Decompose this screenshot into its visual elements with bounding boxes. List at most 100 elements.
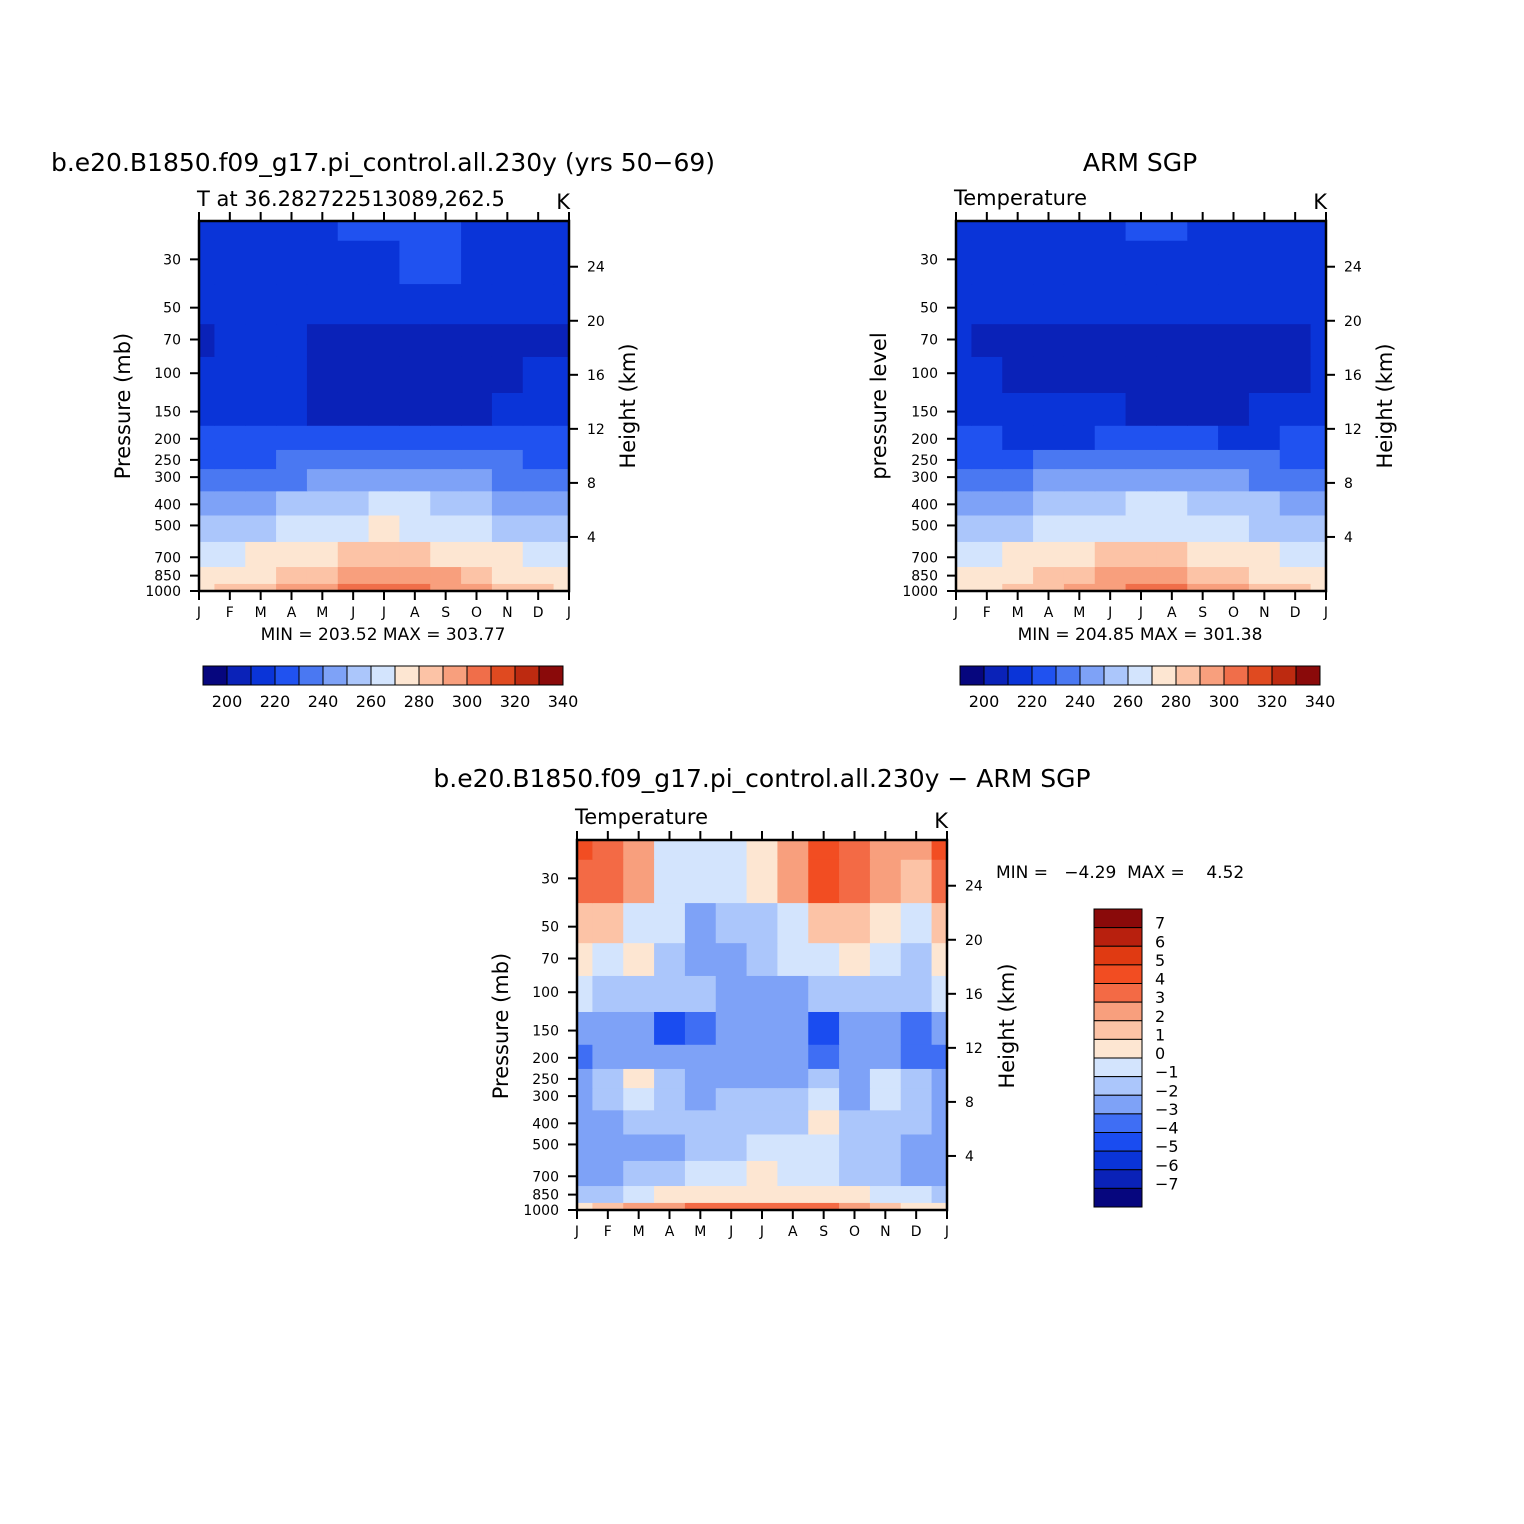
contour-cell (1187, 490, 1219, 516)
contour-cell (715, 975, 748, 1012)
colorbar-label: 4 (1155, 970, 1165, 989)
contour-cell (1063, 468, 1096, 492)
x-tick-label: M (1012, 605, 1024, 621)
contour-cell (900, 1202, 933, 1211)
contour-cell (1310, 541, 1327, 568)
contour-cell (368, 514, 401, 542)
contour-cell (461, 449, 493, 470)
x-tick-label: J (196, 605, 201, 621)
contour-cell (1125, 514, 1158, 542)
contour-cell (1125, 468, 1158, 492)
contour-cell (1002, 583, 1034, 592)
contour-cell (553, 490, 570, 516)
contour-cell (1248, 566, 1281, 584)
x-tick-label: A (410, 605, 420, 621)
contour-cell (430, 392, 462, 426)
contour-cell (245, 583, 277, 592)
model-colorbar: 200 220 240 260 280 300 320 340 (202, 665, 579, 711)
contour-cell (1248, 283, 1281, 325)
x-tick-label: J (574, 1224, 579, 1240)
contour-cell (900, 942, 933, 976)
contour-cell (276, 323, 308, 357)
colorbar-label: 280 (1161, 692, 1192, 711)
contour-cell (623, 1202, 655, 1211)
contour-cell (1094, 541, 1127, 568)
contour-cell (684, 1044, 717, 1069)
contour-cell (1063, 283, 1096, 325)
x-tick-label: A (1044, 605, 1054, 621)
contour-cell (684, 1185, 717, 1203)
contour-cell (715, 1087, 748, 1111)
contour-cell (592, 840, 624, 860)
contour-cell (1218, 425, 1250, 450)
contour-cell (808, 1011, 840, 1045)
colorbar-box (322, 665, 348, 686)
contour-cell (623, 859, 655, 904)
contour-cell (839, 1202, 871, 1211)
contour-cell (1218, 490, 1250, 516)
height-tick-label: 16 (587, 368, 605, 384)
contour-cell (931, 1202, 948, 1211)
contour-cell (684, 942, 717, 976)
x-tick-label: S (441, 605, 450, 621)
contour-cell (1033, 425, 1065, 450)
x-tick-label: J (728, 1224, 733, 1240)
contour-cell (1002, 541, 1034, 568)
contour-cell (592, 902, 624, 944)
contour-cell (245, 240, 277, 285)
colorbar-label: 260 (356, 692, 387, 711)
contour-cell (306, 356, 339, 393)
y-tick-label: 850 (911, 569, 938, 585)
y-tick-label: 850 (154, 569, 181, 585)
contour-cell (1156, 449, 1188, 470)
contour-cell (1125, 566, 1158, 584)
contour-cell (777, 1044, 809, 1069)
contour-cell (491, 425, 524, 450)
contour-cell (1156, 356, 1188, 393)
contour-cell (337, 323, 370, 357)
contour-cell (491, 283, 524, 325)
contour-cell (337, 392, 370, 426)
contour-cell (971, 468, 1003, 492)
contour-cell (931, 942, 948, 976)
contour-cell (337, 449, 370, 470)
contour-cell (399, 541, 431, 568)
contour-cell (522, 425, 555, 450)
difference-right-axis-label: Height (km) (995, 963, 1019, 1088)
contour-cell (276, 392, 308, 426)
colorbar-box (442, 665, 468, 686)
contour-cell (430, 468, 462, 492)
x-tick-label: A (665, 1224, 675, 1240)
contour-cell (654, 1087, 686, 1111)
contour-cell (956, 283, 973, 325)
colorbar-box (1093, 1187, 1143, 1208)
x-tick-label: J (566, 605, 571, 621)
contour-cell (430, 490, 462, 516)
contour-cell (306, 240, 339, 285)
colorbar-box (1093, 1094, 1143, 1115)
contour-cell (368, 541, 401, 568)
contour-cell (971, 490, 1003, 516)
contour-cell (1156, 221, 1188, 241)
contour-cell (1156, 490, 1188, 516)
colorbar-box (226, 665, 252, 686)
contour-cell (276, 240, 308, 285)
contour-cell (1156, 583, 1188, 592)
contour-cell (592, 1068, 624, 1089)
contour-cell (199, 425, 216, 450)
contour-cell (553, 583, 570, 592)
colorbar-label: 340 (548, 692, 579, 711)
y-tick-label: 50 (163, 301, 181, 317)
colorbar-label: 280 (404, 692, 435, 711)
contour-cell (276, 514, 308, 542)
contour-cell (1248, 541, 1281, 568)
contour-cell (1279, 468, 1312, 492)
contour-cell (399, 392, 431, 426)
contour-cell (368, 583, 401, 592)
colorbar-box (983, 665, 1009, 686)
height-tick-label: 20 (1344, 314, 1362, 330)
contour-cell (577, 942, 594, 976)
contour-cell (306, 468, 339, 492)
contour-cell (491, 323, 524, 357)
contour-cell (1248, 514, 1281, 542)
